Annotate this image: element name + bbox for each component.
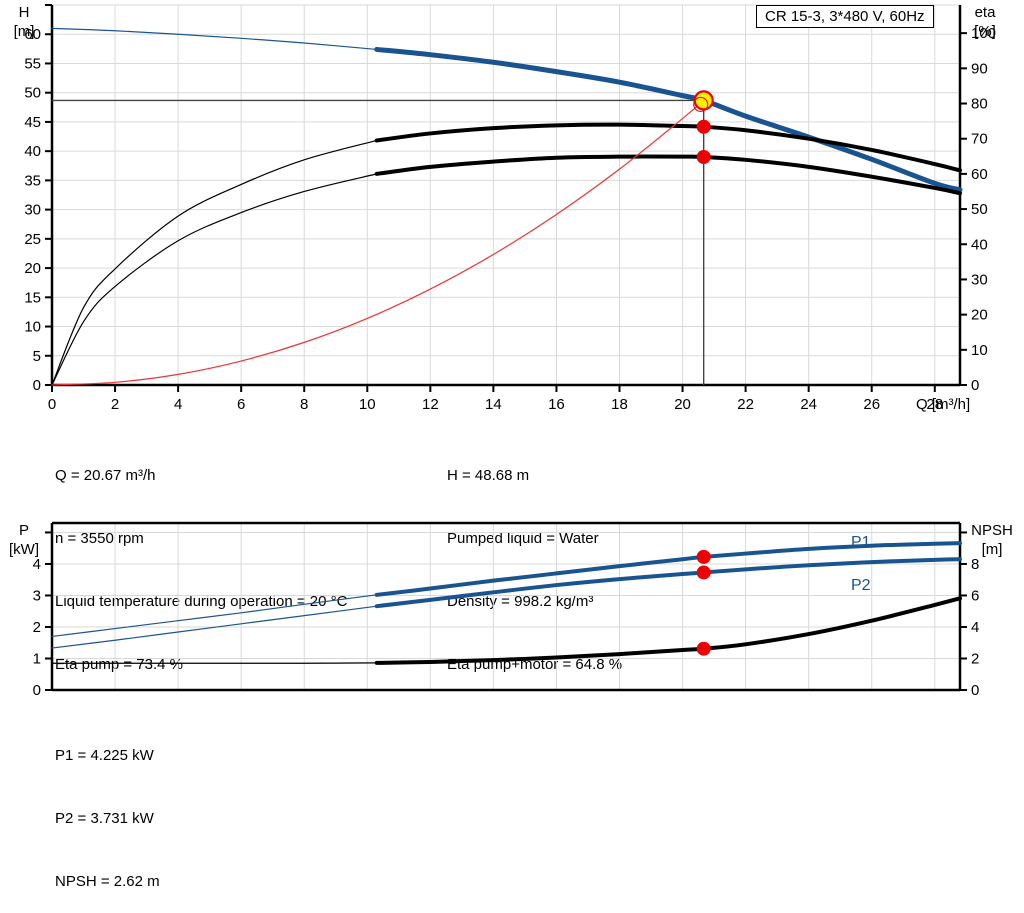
svg-text:90: 90 <box>971 60 988 77</box>
svg-text:10: 10 <box>24 319 41 336</box>
svg-text:80: 80 <box>971 96 988 113</box>
svg-text:25: 25 <box>24 231 41 248</box>
svg-text:3: 3 <box>33 587 41 604</box>
op-line: Pumped liquid = Water <box>447 530 599 547</box>
head-eta-chart: 0 5 10 15 20 25 30 35 40 45 50 55 60 0 10 20 30 40 50 60 70 8… <box>0 0 1024 418</box>
power-result-line: NPSH = 2.62 m <box>55 873 160 890</box>
svg-text:0: 0 <box>33 682 41 699</box>
power-npsh-chart: 0 1 2 3 4 0 2 4 6 8 P [kW] NPSH [m] P1 P2 <box>0 513 1024 709</box>
svg-text:40: 40 <box>24 143 41 160</box>
op-line: Q = 20.67 m³/h <box>55 467 156 484</box>
op-line: Eta pump = 73.4 % <box>55 656 183 673</box>
p2-series-label: P2 <box>851 577 871 594</box>
svg-text:0: 0 <box>971 377 979 394</box>
op-line: H = 48.68 m <box>447 467 530 484</box>
svg-text:70: 70 <box>971 131 988 148</box>
power-npsh-plot: 0 1 2 3 4 0 2 4 6 8 P [kW] NPSH [m] P1 P2 <box>9 521 1013 699</box>
power-result-line: P2 = 3.731 kW <box>55 810 154 827</box>
svg-text:1: 1 <box>33 650 41 667</box>
svg-text:16: 16 <box>548 396 565 413</box>
svg-text:eta: eta <box>975 4 997 21</box>
svg-text:24: 24 <box>800 396 817 413</box>
svg-text:18: 18 <box>611 396 628 413</box>
svg-text:5: 5 <box>33 348 41 365</box>
svg-text:P: P <box>19 522 29 539</box>
svg-text:10: 10 <box>359 396 376 413</box>
svg-text:0: 0 <box>971 682 979 699</box>
power-result-line: P1 = 4.225 kW <box>55 747 154 764</box>
svg-text:8: 8 <box>971 556 979 573</box>
pump-title-box: CR 15-3, 3*480 V, 60Hz <box>756 5 934 28</box>
svg-text:10: 10 <box>971 342 988 359</box>
svg-text:0: 0 <box>33 377 41 394</box>
svg-text:Q [m³/h]: Q [m³/h] <box>916 396 970 413</box>
op-line: n = 3550 rpm <box>55 530 144 547</box>
svg-text:4: 4 <box>33 556 41 573</box>
svg-text:30: 30 <box>24 202 41 219</box>
operating-point-column-1: Q = 20.67 m³/h n = 3550 rpm Liquid tempe… <box>55 423 347 696</box>
svg-text:45: 45 <box>24 114 41 131</box>
svg-text:50: 50 <box>24 85 41 102</box>
svg-text:2: 2 <box>33 619 41 636</box>
op-line: Density = 998.2 kg/m³ <box>447 593 594 610</box>
svg-text:60: 60 <box>24 26 41 43</box>
svg-text:6: 6 <box>237 396 245 413</box>
svg-text:22: 22 <box>737 396 754 413</box>
svg-text:60: 60 <box>971 166 988 183</box>
svg-text:[m]: [m] <box>982 541 1003 558</box>
svg-text:8: 8 <box>300 396 308 413</box>
svg-text:[kW]: [kW] <box>9 541 39 558</box>
svg-text:35: 35 <box>24 172 41 189</box>
p1-series-label: P1 <box>851 534 871 551</box>
svg-text:2: 2 <box>971 650 979 667</box>
head-eta-plot: 0510152025303540455055600102030405060708… <box>14 4 997 413</box>
svg-text:12: 12 <box>422 396 439 413</box>
power-results: P1 = 4.225 kW P2 = 3.731 kW NPSH = 2.62 … <box>55 703 160 913</box>
svg-text:26: 26 <box>863 396 880 413</box>
svg-text:30: 30 <box>971 271 988 288</box>
svg-text:[%]: [%] <box>974 23 996 40</box>
svg-text:2: 2 <box>111 396 119 413</box>
svg-text:H: H <box>19 4 30 21</box>
svg-text:100: 100 <box>971 25 996 42</box>
svg-text:4: 4 <box>174 396 182 413</box>
svg-text:[m]: [m] <box>14 23 35 40</box>
svg-text:55: 55 <box>24 55 41 72</box>
svg-text:20: 20 <box>24 260 41 277</box>
svg-text:28: 28 <box>926 396 943 413</box>
svg-text:4: 4 <box>971 619 979 636</box>
svg-text:40: 40 <box>971 236 988 253</box>
op-line: Liquid temperature during operation = 20… <box>55 593 348 610</box>
svg-text:NPSH: NPSH <box>971 522 1013 539</box>
svg-text:15: 15 <box>24 289 41 306</box>
svg-text:0: 0 <box>48 396 56 413</box>
svg-text:6: 6 <box>971 587 979 604</box>
svg-text:20: 20 <box>971 307 988 324</box>
pump-title-text: CR 15-3, 3*480 V, 60Hz <box>765 8 925 25</box>
svg-text:20: 20 <box>674 396 691 413</box>
svg-text:14: 14 <box>485 396 502 413</box>
svg-text:50: 50 <box>971 201 988 218</box>
